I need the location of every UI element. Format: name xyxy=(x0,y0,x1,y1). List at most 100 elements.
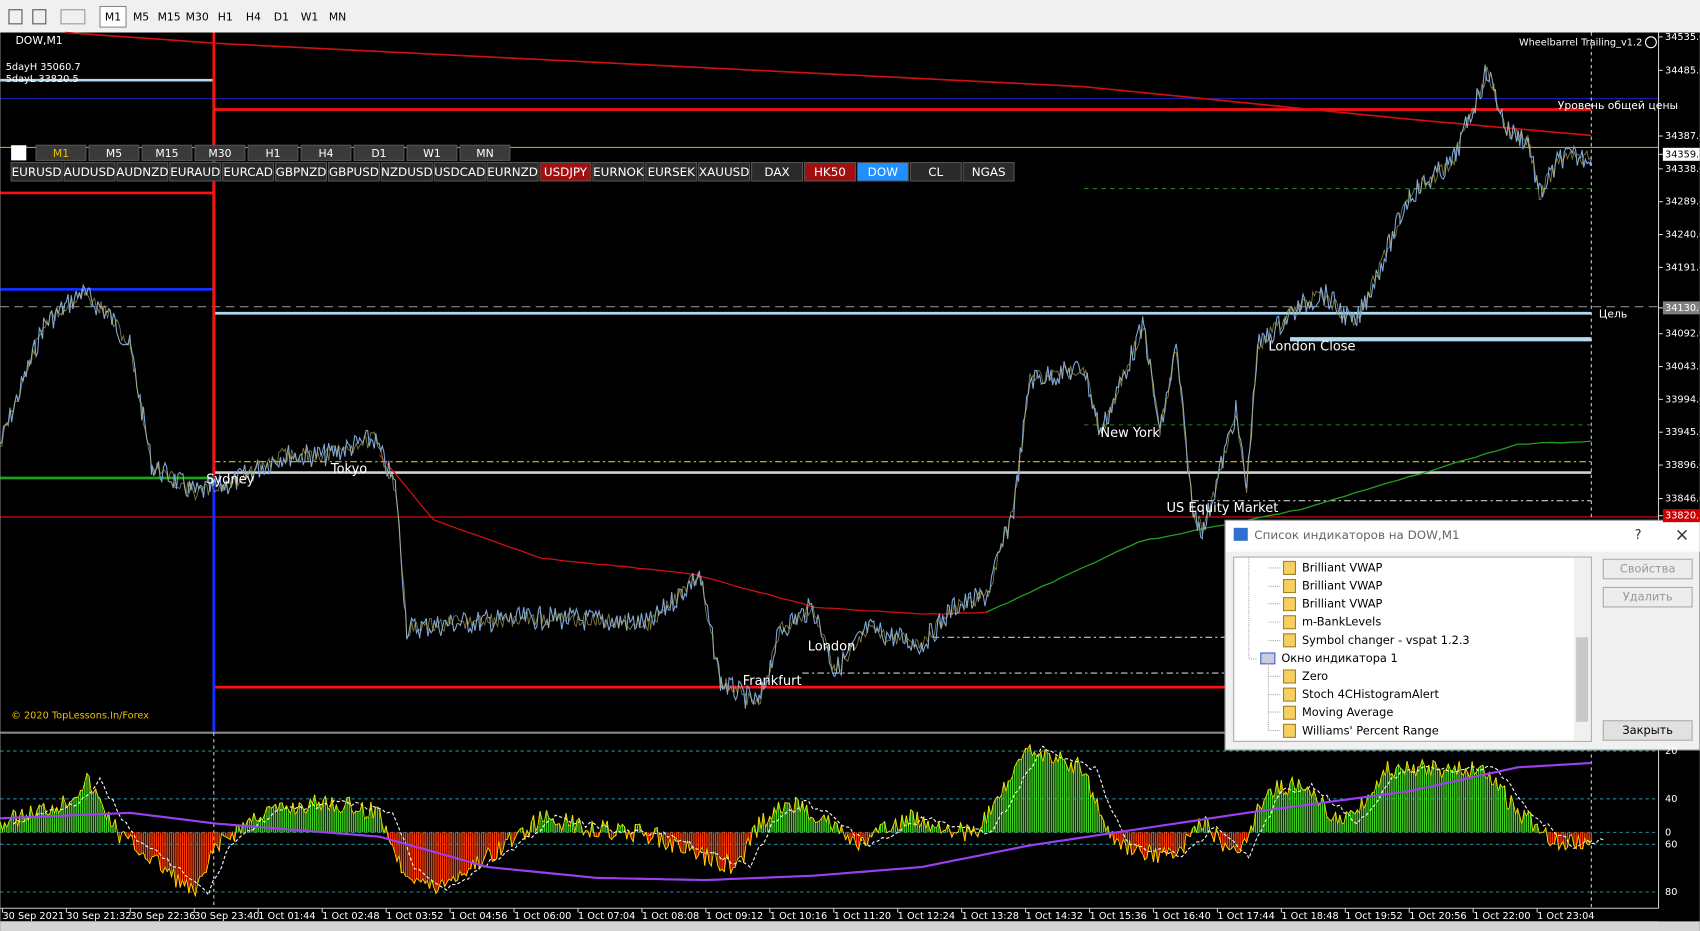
timeframe-button[interactable]: MN xyxy=(329,10,346,23)
tf-button[interactable]: W1 xyxy=(423,147,441,160)
symbol-button-bg[interactable] xyxy=(645,162,698,182)
symbol-button-bg[interactable] xyxy=(327,162,380,182)
tf-button-bg[interactable] xyxy=(300,144,352,161)
timeframe-button[interactable]: D1 xyxy=(274,10,289,23)
osc-label: 40 xyxy=(1665,794,1677,805)
symbol-button-bg[interactable] xyxy=(433,162,486,182)
indicator-item[interactable]: Williams' Percent Range xyxy=(1302,723,1439,737)
tool-icon[interactable] xyxy=(8,9,23,25)
chart-bg xyxy=(0,32,1700,931)
tf-button[interactable]: D1 xyxy=(371,147,386,160)
tf-button-bg[interactable] xyxy=(247,144,299,161)
symbol-button[interactable]: AUDNZD xyxy=(116,165,168,179)
timeframe-button[interactable]: M1 xyxy=(105,10,121,23)
tf-button[interactable]: M5 xyxy=(106,147,122,160)
symbol-button[interactable]: EURNZD xyxy=(487,165,538,179)
timeframe-button[interactable]: M5 xyxy=(133,10,149,23)
timeframe-button[interactable]: H1 xyxy=(218,10,233,23)
indicator-item[interactable]: Brilliant VWAP xyxy=(1302,579,1383,593)
tf-button-bg[interactable] xyxy=(459,144,511,161)
tf-button[interactable]: MN xyxy=(476,147,493,160)
help-button[interactable]: ? xyxy=(1635,528,1642,543)
tool-icon[interactable] xyxy=(60,9,86,25)
symbol-button-bg[interactable] xyxy=(10,162,63,182)
price-label: 33896.0 xyxy=(1665,460,1700,471)
symbol-button[interactable]: EURSEK xyxy=(648,165,697,179)
scroll-thumb[interactable] xyxy=(1576,637,1589,722)
symbol-button-bg[interactable] xyxy=(803,162,856,182)
symbol-button[interactable]: DOW xyxy=(868,165,899,179)
close-icon[interactable]: × xyxy=(1675,525,1690,545)
symbol-button-bg[interactable] xyxy=(592,162,645,182)
symbol-button-bg[interactable] xyxy=(962,162,1015,182)
indicator-item[interactable]: Moving Average xyxy=(1302,705,1393,719)
status-strip xyxy=(0,921,1700,931)
dialog-button[interactable]: Свойства xyxy=(1620,562,1676,576)
symbol-button[interactable]: USDJPY xyxy=(544,165,588,179)
color-box[interactable] xyxy=(11,145,27,161)
timeframe-button[interactable]: H4 xyxy=(246,10,261,23)
tf-button[interactable]: M30 xyxy=(208,147,231,160)
symbol-button-bg[interactable] xyxy=(539,162,592,182)
symbol-button-bg[interactable] xyxy=(169,162,222,182)
symbol-button[interactable]: DAX xyxy=(764,165,789,179)
dialog: Список индикаторов на DOW,M1 ? × Brillia… xyxy=(1224,519,1700,751)
tf-button[interactable]: H4 xyxy=(318,147,333,160)
tf-button-bg[interactable] xyxy=(406,144,458,161)
tf-button-bg[interactable] xyxy=(88,144,140,161)
symbol-button[interactable]: AUDUSD xyxy=(64,165,115,179)
timeframe-button[interactable]: M30 xyxy=(186,10,209,23)
timeframe-button[interactable]: M15 xyxy=(158,10,181,23)
dialog-button-bg[interactable] xyxy=(1602,586,1693,608)
symbol-button[interactable]: NZDUSD xyxy=(381,165,433,179)
tf-button[interactable]: M1 xyxy=(53,147,69,160)
tf-button-bg[interactable] xyxy=(141,144,193,161)
session-label: London xyxy=(808,640,856,655)
symbol-button[interactable]: EURNOK xyxy=(593,165,645,179)
symbol-button-bg[interactable] xyxy=(116,162,169,182)
symbol-button[interactable]: GBPUSD xyxy=(329,165,379,179)
tf-button-bg[interactable] xyxy=(353,144,405,161)
time-label: 1 Oct 22:00 xyxy=(1473,911,1530,922)
tool-icon[interactable] xyxy=(32,9,47,25)
symbol-button-bg[interactable] xyxy=(486,162,539,182)
symbol-button[interactable]: EURUSD xyxy=(12,165,62,179)
symbol-button-bg[interactable] xyxy=(698,162,751,182)
time-label: 1 Oct 08:08 xyxy=(642,911,699,922)
symbol-button-bg[interactable] xyxy=(909,162,962,182)
symbol-button[interactable]: HK50 xyxy=(814,165,846,179)
tf-button-bg[interactable] xyxy=(194,144,246,161)
symbol-button[interactable]: USDCAD xyxy=(434,165,485,179)
price-label: 34191.0 xyxy=(1665,262,1700,273)
symbol-button[interactable]: GBPNZD xyxy=(276,165,327,179)
timeframe-button[interactable]: W1 xyxy=(301,10,319,23)
indicator-icon xyxy=(1282,687,1296,702)
symbol-button[interactable]: EURCAD xyxy=(223,165,273,179)
dialog-button[interactable]: Удалить xyxy=(1623,590,1673,604)
symbol-button-bg[interactable] xyxy=(222,162,275,182)
indicator-item[interactable]: Brilliant VWAP xyxy=(1302,560,1383,574)
symbol-button[interactable]: NGAS xyxy=(972,165,1006,179)
tf-button[interactable]: M15 xyxy=(155,147,178,160)
symbol-button-bg[interactable] xyxy=(380,162,433,182)
window-icon xyxy=(1260,652,1276,665)
dialog-button-bg[interactable] xyxy=(1602,558,1693,580)
symbol-button[interactable]: CL xyxy=(928,165,943,179)
symbol-button-bg[interactable] xyxy=(751,162,804,182)
symbol-button[interactable]: EURAUD xyxy=(170,165,220,179)
tf-button[interactable]: H1 xyxy=(265,147,280,160)
tf-button-bg[interactable] xyxy=(35,144,87,161)
dialog-button[interactable]: Закрыть xyxy=(1622,723,1673,737)
indicator-item[interactable]: Stoch 4CHistogramAlert xyxy=(1302,687,1440,701)
symbol-button-bg[interactable] xyxy=(856,162,909,182)
time-label: 1 Oct 09:12 xyxy=(706,911,763,922)
indicator-item[interactable]: Zero xyxy=(1302,669,1328,683)
indicator-item[interactable]: Symbol changer - vspat 1.2.3 xyxy=(1302,633,1470,647)
dialog-button-bg[interactable] xyxy=(1602,720,1693,741)
symbol-button-bg[interactable] xyxy=(63,162,116,182)
symbol-button[interactable]: XAUUSD xyxy=(699,165,749,179)
indicator-item[interactable]: Окно индикатора 1 xyxy=(1281,651,1397,665)
indicator-item[interactable]: Brilliant VWAP xyxy=(1302,597,1383,611)
indicator-item[interactable]: m-BankLevels xyxy=(1302,615,1381,629)
symbol-button-bg[interactable] xyxy=(275,162,328,182)
